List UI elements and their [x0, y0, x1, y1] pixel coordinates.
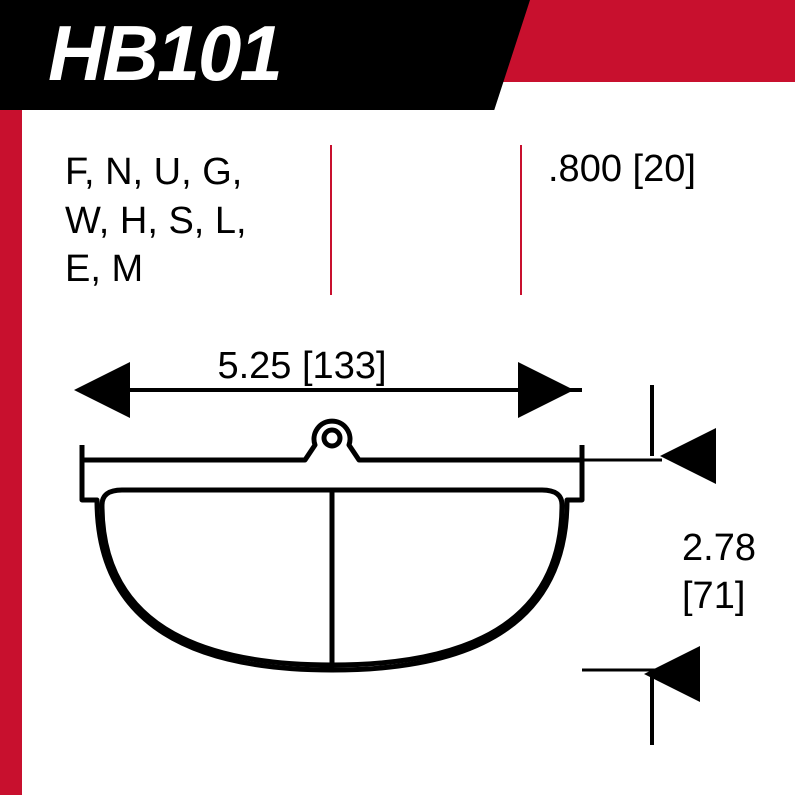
codes-line-1: F, N, U, G, [65, 148, 247, 197]
brake-pad-shape [82, 421, 582, 670]
width-inches: 5.25 [133] [217, 345, 386, 387]
brake-pad-diagram: 5.25 [133] 2.78 [71] [22, 330, 795, 795]
codes-line-2: W, H, S, L, [65, 197, 247, 246]
thickness-value: .800 [20] [548, 148, 696, 191]
height-inches: 2.78 [682, 527, 756, 569]
part-number-title: HB101 [48, 8, 281, 99]
codes-line-3: E, M [65, 245, 247, 294]
width-dimension: 5.25 [133] [82, 345, 582, 460]
compound-codes: F, N, U, G, W, H, S, L, E, M [65, 148, 247, 294]
header: HB101 [0, 0, 795, 110]
left-sidebar-bar [0, 110, 22, 795]
height-dimension: 2.78 [71] [582, 385, 756, 745]
height-mm: [71] [682, 575, 745, 617]
divider-2 [520, 145, 522, 295]
divider-1 [330, 145, 332, 295]
diagram-area: 5.25 [133] 2.78 [71] [22, 330, 795, 795]
